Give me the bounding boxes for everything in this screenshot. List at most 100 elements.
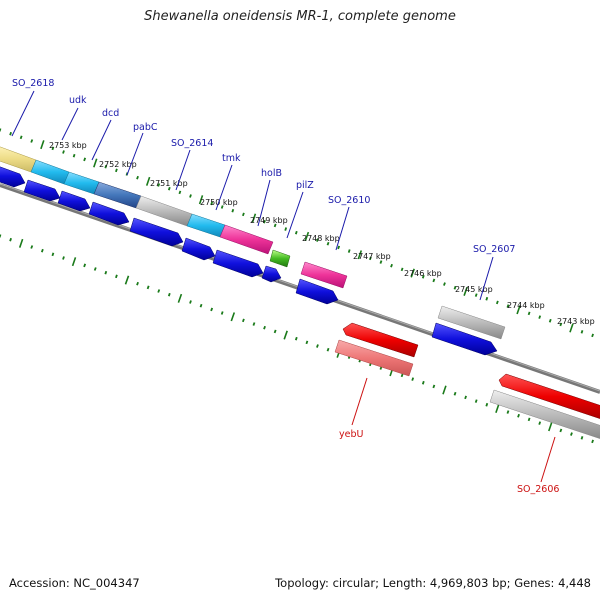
minor-tick — [210, 201, 214, 206]
major-tick — [304, 231, 310, 241]
minor-tick — [538, 315, 542, 319]
major-tick — [71, 257, 77, 267]
map-title: Shewanella oneidensis MR-1, complete gen… — [144, 9, 456, 24]
minor-tick — [30, 245, 34, 249]
minor-tick — [9, 237, 12, 242]
minor-tick — [284, 227, 288, 231]
gene-block-udk[interactable] — [30, 159, 70, 185]
gene-features-row1 — [0, 145, 291, 268]
minor-tick — [252, 322, 256, 326]
minor-tick — [432, 384, 436, 389]
minor-tick — [559, 322, 563, 327]
minor-tick — [570, 432, 573, 436]
gene-block-gray-lower[interactable] — [489, 389, 600, 439]
minor-tick — [294, 230, 298, 235]
minor-tick — [40, 248, 44, 253]
minor-tick — [474, 399, 478, 403]
minor-tick — [62, 150, 65, 154]
minor-tick — [390, 263, 393, 268]
gene-arrow[interactable] — [129, 217, 184, 247]
ruler-label: 2752 kbp — [99, 160, 137, 169]
gene-block-dcd[interactable] — [63, 171, 100, 195]
minor-tick — [83, 263, 87, 268]
minor-tick — [464, 395, 467, 400]
minor-tick — [0, 234, 2, 238]
gene-block-pilz[interactable] — [269, 249, 291, 268]
minor-tick — [495, 300, 499, 305]
minor-tick — [115, 274, 118, 279]
gene-arrow[interactable] — [261, 265, 282, 283]
ruler-label: 2743 kbp — [557, 317, 595, 326]
minor-tick — [30, 139, 34, 143]
gene-label-tmk[interactable]: tmk — [222, 153, 241, 164]
gene-arrow[interactable] — [431, 322, 498, 356]
minor-tick — [527, 311, 531, 316]
minor-tick — [591, 333, 594, 338]
minor-tick — [136, 175, 139, 180]
gene-label-dcd[interactable]: dcd — [102, 108, 119, 119]
major-tick — [569, 323, 574, 333]
gene-arrow-so2606[interactable] — [498, 373, 600, 419]
gene-label-yebu[interactable]: yebU — [339, 429, 363, 440]
minor-tick — [506, 304, 510, 308]
minor-tick — [316, 344, 319, 348]
minor-tick — [337, 245, 341, 250]
minor-tick — [485, 402, 489, 407]
gene-block-pabc[interactable] — [93, 181, 142, 209]
minor-tick — [400, 267, 404, 272]
gene-label-so2606[interactable]: SO_2606 — [517, 484, 559, 495]
minor-tick — [347, 249, 351, 253]
accession-text: Accession: NC_004347 — [9, 576, 140, 590]
minor-tick — [369, 256, 372, 261]
minor-tick — [443, 282, 446, 286]
major-tick — [495, 403, 500, 413]
minor-tick — [591, 439, 594, 444]
minor-tick — [411, 377, 415, 381]
gene-label-so2618[interactable]: SO_2618 — [12, 78, 54, 89]
major-tick — [230, 312, 236, 322]
gene-arrow[interactable] — [181, 237, 216, 261]
gene-label-holb[interactable]: holB — [261, 168, 282, 179]
minor-tick — [580, 436, 584, 440]
lower-tick-track — [0, 234, 594, 444]
gene-arrow[interactable] — [295, 278, 339, 305]
minor-tick — [51, 252, 55, 257]
gene-label-so2610[interactable]: SO_2610 — [328, 195, 370, 206]
major-tick — [283, 330, 288, 340]
minor-tick — [316, 238, 319, 242]
major-tick — [124, 275, 130, 285]
gene-arrow[interactable] — [88, 201, 130, 226]
major-tick — [145, 176, 151, 186]
minor-tick — [220, 205, 224, 209]
major-tick — [442, 385, 447, 395]
gene-arrow[interactable] — [23, 179, 61, 202]
minor-tick — [294, 336, 298, 341]
gene-label-udk[interactable]: udk — [69, 95, 87, 106]
minor-tick — [51, 146, 55, 151]
major-tick — [410, 268, 415, 278]
gene-label-pabc[interactable]: pabC — [133, 122, 158, 133]
gene-block-so2610[interactable] — [300, 261, 348, 289]
minor-tick — [220, 311, 224, 315]
gene-arrow-yebu[interactable] — [342, 322, 419, 358]
gene-block-tmk[interactable] — [186, 213, 226, 238]
minor-tick — [19, 135, 23, 140]
gene-block-yebu-pseudo[interactable] — [334, 339, 414, 377]
gene-label-so2614[interactable]: SO_2614 — [171, 138, 213, 149]
minor-tick — [167, 186, 171, 191]
gene-features-center — [295, 261, 506, 356]
ruler-label: 2746 kbp — [404, 269, 442, 278]
gene-arrow[interactable] — [0, 165, 26, 188]
gene-block-so2618[interactable] — [0, 145, 37, 173]
gene-label-so2607[interactable]: SO_2607 — [473, 244, 515, 255]
gene-block-holb[interactable] — [219, 224, 274, 255]
gene-label-pilz[interactable]: pilZ — [296, 180, 314, 191]
gene-arrows-row2 — [0, 165, 282, 283]
gene-arrow[interactable] — [57, 190, 91, 212]
ruler-label: 2749 kbp — [250, 216, 288, 225]
gene-block-so2607[interactable] — [437, 305, 506, 340]
minor-tick — [242, 318, 245, 323]
gene-arrow[interactable] — [212, 249, 264, 278]
minor-tick — [189, 194, 192, 198]
genome-summary-text: Topology: circular; Length: 4,969,803 bp… — [275, 576, 591, 590]
